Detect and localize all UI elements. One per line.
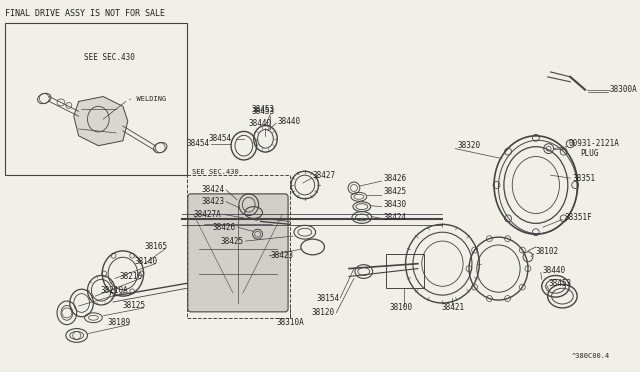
Text: 38102: 38102 [536,247,559,256]
Text: 38423: 38423 [270,251,294,260]
Text: - WELDING: - WELDING [128,96,166,102]
Text: 38100: 38100 [389,304,412,312]
FancyBboxPatch shape [188,194,288,312]
Text: SEE SEC.430: SEE SEC.430 [84,53,134,62]
Text: 38454: 38454 [209,134,232,143]
Text: 38351: 38351 [572,174,595,183]
Text: 38210A: 38210A [100,286,128,295]
Text: 38165: 38165 [144,243,167,251]
Text: PLUG: PLUG [580,149,598,158]
Text: SEE SEC.430: SEE SEC.430 [192,169,239,175]
Text: 38427: 38427 [313,171,336,180]
Text: 38425: 38425 [221,237,244,246]
Text: 38140: 38140 [134,257,157,266]
Bar [187,175,290,318]
Text: 38425: 38425 [383,187,406,196]
Text: 38300A: 38300A [609,85,637,94]
Text: 38120: 38120 [311,308,334,317]
Text: 38427A: 38427A [193,210,221,219]
Text: 38426: 38426 [383,174,406,183]
Text: 38421: 38421 [442,304,465,312]
Text: 38320: 38320 [457,141,480,150]
Text: 38210: 38210 [120,272,143,281]
Text: FINAL DRIVE ASSY IS NOT FOR SALE: FINAL DRIVE ASSY IS NOT FOR SALE [5,9,165,19]
Text: 38154: 38154 [316,294,339,302]
Text: 38453: 38453 [252,105,275,114]
Text: 38424: 38424 [201,185,224,195]
Text: 38453: 38453 [252,107,275,116]
Text: 38440: 38440 [249,119,272,128]
Text: 38453: 38453 [548,279,572,288]
Bar [387,254,424,288]
Text: 38440: 38440 [543,266,566,275]
Text: 38424: 38424 [383,213,406,222]
Text: 38454: 38454 [186,139,209,148]
Polygon shape [74,96,128,146]
Text: 38430: 38430 [383,200,406,209]
Text: 38426: 38426 [213,223,236,232]
Text: ^380C00.4: ^380C00.4 [572,353,609,359]
Text: 38125: 38125 [122,301,145,311]
Text: 38351F: 38351F [564,213,592,222]
Text: 38440: 38440 [277,116,300,126]
Text: 38310A: 38310A [276,318,304,327]
Text: 38423: 38423 [201,197,224,206]
Bar [5,23,187,175]
Text: 38189: 38189 [108,318,131,327]
Text: 00931-2121A: 00931-2121A [568,139,619,148]
